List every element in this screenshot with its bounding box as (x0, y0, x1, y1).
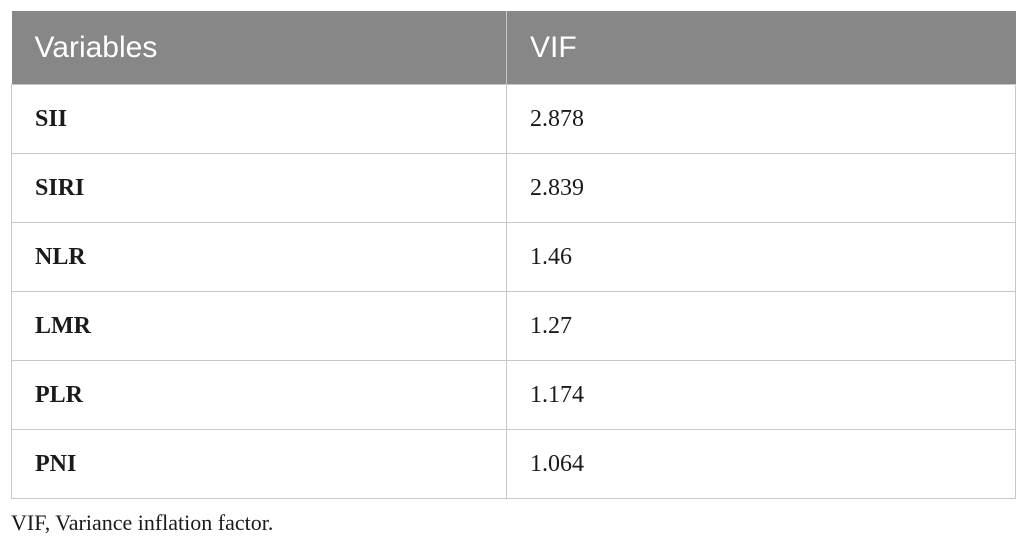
header-row: Variables VIF (11, 11, 1016, 85)
variable-cell: SIRI (11, 153, 507, 223)
table-row: NLR 1.46 (11, 222, 1016, 292)
vif-cell: 1.27 (506, 291, 1016, 361)
table-row: LMR 1.27 (11, 291, 1016, 361)
vif-cell: 2.878 (506, 84, 1016, 154)
vif-cell: 2.839 (506, 153, 1016, 223)
table-row: SIRI 2.839 (11, 153, 1016, 223)
vif-table: Variables VIF SII 2.878 SIRI 2.839 NLR 1… (11, 11, 1016, 499)
variable-cell: PNI (11, 429, 507, 499)
variable-cell: LMR (11, 291, 507, 361)
header-variables: Variables (11, 11, 507, 85)
table-header: Variables VIF (11, 11, 1016, 85)
vif-cell: 1.064 (506, 429, 1016, 499)
table-body: SII 2.878 SIRI 2.839 NLR 1.46 LMR 1.27 P… (11, 84, 1016, 499)
table-row: PNI 1.064 (11, 429, 1016, 499)
header-vif: VIF (506, 11, 1016, 85)
vif-table-container: Variables VIF SII 2.878 SIRI 2.839 NLR 1… (11, 11, 1016, 499)
table-footnote: VIF, Variance inflation factor. (11, 510, 274, 535)
table-row: PLR 1.174 (11, 360, 1016, 430)
vif-cell: 1.174 (506, 360, 1016, 430)
variable-cell: PLR (11, 360, 507, 430)
table-row: SII 2.878 (11, 84, 1016, 154)
variable-cell: SII (11, 84, 507, 154)
vif-cell: 1.46 (506, 222, 1016, 292)
variable-cell: NLR (11, 222, 507, 292)
